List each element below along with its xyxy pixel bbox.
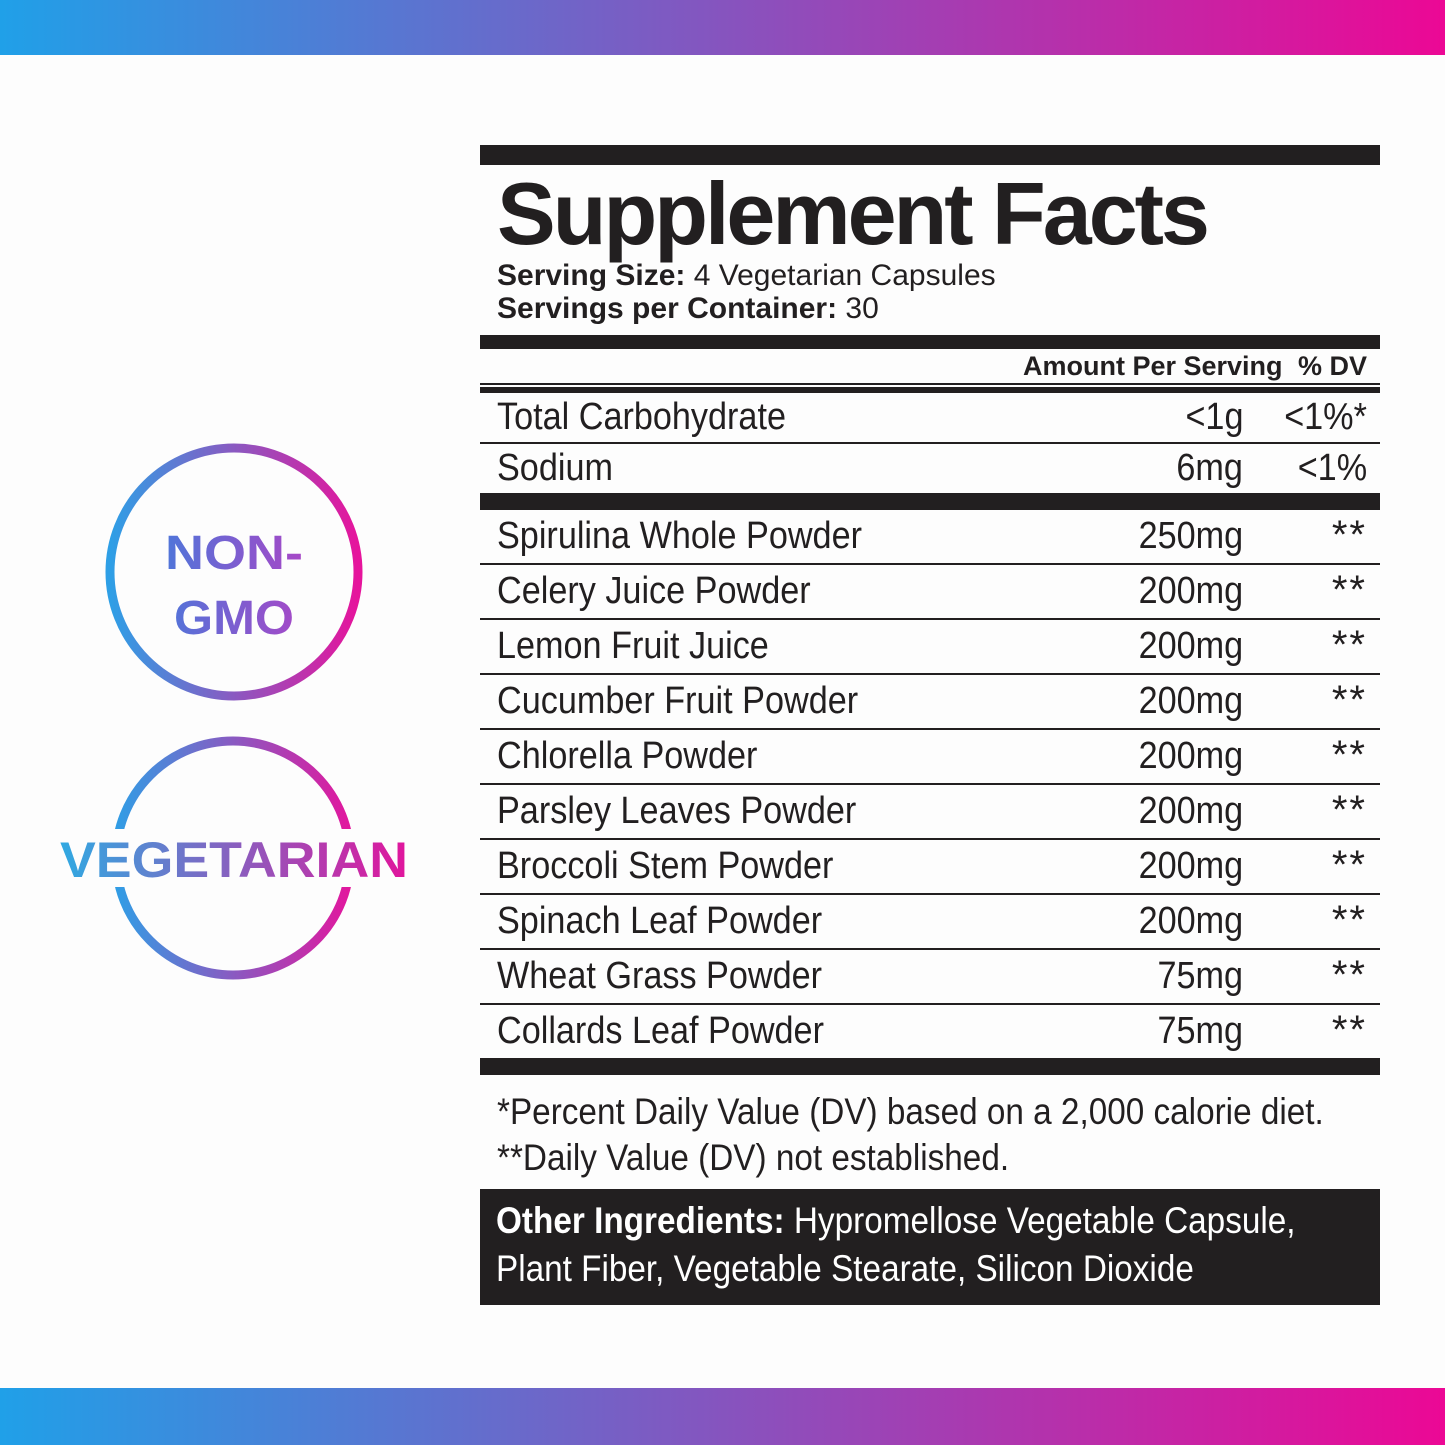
ingredient-dv: ** bbox=[1331, 788, 1367, 832]
ingredient-amount: 75mg bbox=[1157, 1010, 1243, 1052]
ingredient-name: Spirulina Whole Powder bbox=[497, 515, 862, 557]
footnote-top-rule bbox=[480, 1060, 1380, 1075]
header-bottom-rule bbox=[480, 383, 1380, 393]
table-row: Sodium 6mg <1% bbox=[480, 444, 1380, 495]
top-gradient-band bbox=[0, 0, 1445, 55]
dv-header: % DV bbox=[1297, 350, 1367, 381]
header-top-rule bbox=[480, 335, 1380, 349]
ingredient-name: Spinach Leaf Powder bbox=[497, 900, 823, 942]
servings-value: 30 bbox=[845, 292, 879, 325]
non-gmo-circle-icon: NON- GMO bbox=[105, 443, 363, 701]
table-row: Cucumber Fruit Powder 200mg ** bbox=[480, 675, 1380, 730]
footnotes: *Percent Daily Value (DV) based on a 2,0… bbox=[480, 1075, 1380, 1181]
ingredient-amount: 200mg bbox=[1138, 900, 1243, 942]
ingredient-amount: 200mg bbox=[1138, 625, 1243, 667]
ingredient-dv: ** bbox=[1331, 568, 1367, 612]
ingredient-amount: 200mg bbox=[1138, 845, 1243, 887]
other-ingredients-value: Hypromellose Vegetable Capsule, Plant Fi… bbox=[496, 1200, 1296, 1289]
table-row: Spirulina Whole Powder 250mg ** bbox=[480, 510, 1380, 565]
ingredient-dv: ** bbox=[1331, 898, 1367, 942]
footnote-dv-not-established: **Daily Value (DV) not established. bbox=[497, 1137, 1010, 1178]
ingredient-name: Cucumber Fruit Powder bbox=[497, 680, 859, 722]
ingredient-name: Broccoli Stem Powder bbox=[497, 845, 834, 887]
table-row: Total Carbohydrate <1g <1%* bbox=[480, 393, 1380, 444]
vegetarian-circle-icon: VEGETARIAN bbox=[58, 736, 410, 980]
serving-size-label: Serving Size: bbox=[497, 259, 686, 292]
serving-size-value: 4 Vegetarian Capsules bbox=[693, 259, 996, 292]
bottom-gradient-band bbox=[0, 1388, 1445, 1445]
ingredient-dv: ** bbox=[1331, 678, 1367, 722]
ingredient-dv: ** bbox=[1331, 953, 1367, 997]
nutrient-amount: 6mg bbox=[1176, 447, 1243, 489]
ingredient-amount: 200mg bbox=[1138, 790, 1243, 832]
table-row: Celery Juice Powder 200mg ** bbox=[480, 565, 1380, 620]
panel-top-rule bbox=[480, 145, 1380, 165]
ingredient-dv: ** bbox=[1331, 733, 1367, 777]
nutrient-dv: <1% bbox=[1297, 447, 1367, 489]
ingredient-dv: ** bbox=[1331, 1008, 1367, 1052]
nutrient-name: Total Carbohydrate bbox=[497, 396, 786, 438]
table-row: Spinach Leaf Powder 200mg ** bbox=[480, 895, 1380, 950]
ingredient-dv: ** bbox=[1331, 843, 1367, 887]
vegetarian-badge: VEGETARIAN bbox=[58, 734, 410, 989]
other-ingredients-box: Other Ingredients: Hypromellose Vegetabl… bbox=[480, 1189, 1380, 1305]
footnote-daily-value: *Percent Daily Value (DV) based on a 2,0… bbox=[497, 1091, 1324, 1132]
non-gmo-badge-line1: NON- bbox=[165, 527, 303, 580]
table-row: Wheat Grass Powder 75mg ** bbox=[480, 950, 1380, 1005]
ingredient-name: Parsley Leaves Powder bbox=[497, 790, 857, 832]
ingredient-name: Celery Juice Powder bbox=[497, 570, 811, 612]
table-row: Broccoli Stem Powder 200mg ** bbox=[480, 840, 1380, 895]
ingredient-amount: 200mg bbox=[1138, 680, 1243, 722]
servings-label: Servings per Container: bbox=[497, 292, 838, 325]
table-row: Lemon Fruit Juice 200mg ** bbox=[480, 620, 1380, 675]
ingredient-dv: ** bbox=[1331, 623, 1367, 667]
table-row: Collards Leaf Powder 75mg ** bbox=[480, 1005, 1380, 1060]
table-row: Chlorella Powder 200mg ** bbox=[480, 730, 1380, 785]
section-divider-rule bbox=[480, 495, 1380, 510]
ingredient-amount: 250mg bbox=[1138, 515, 1243, 557]
non-gmo-badge-line2: GMO bbox=[174, 592, 294, 645]
ingredient-amount: 200mg bbox=[1138, 735, 1243, 777]
ingredient-dv: ** bbox=[1331, 513, 1367, 557]
ingredient-name: Lemon Fruit Juice bbox=[497, 625, 769, 667]
other-ingredients-text: Other Ingredients: Hypromellose Vegetabl… bbox=[496, 1197, 1363, 1293]
servings-per-container-line: Servings per Container: 30 bbox=[497, 292, 1380, 325]
nutrient-amount: <1g bbox=[1184, 396, 1243, 438]
amount-per-serving-header: Amount Per Serving bbox=[1023, 350, 1283, 381]
ingredient-name: Collards Leaf Powder bbox=[497, 1010, 824, 1052]
ingredient-name: Chlorella Powder bbox=[497, 735, 758, 777]
table-row: Parsley Leaves Powder 200mg ** bbox=[480, 785, 1380, 840]
nutrient-name: Sodium bbox=[497, 447, 613, 489]
supplement-facts-panel: Supplement Facts Serving Size: 4 Vegetar… bbox=[480, 145, 1380, 1305]
ingredient-amount: 200mg bbox=[1138, 570, 1243, 612]
ingredient-amount: 75mg bbox=[1157, 955, 1243, 997]
ingredient-name: Wheat Grass Powder bbox=[497, 955, 823, 997]
serving-size-line: Serving Size: 4 Vegetarian Capsules bbox=[497, 259, 1380, 292]
other-ingredients-label: Other Ingredients: bbox=[496, 1200, 785, 1241]
panel-title: Supplement Facts bbox=[497, 164, 1210, 263]
nutrient-dv: <1%* bbox=[1284, 396, 1367, 438]
column-header-row: Amount Per Serving % DV bbox=[480, 349, 1380, 383]
vegetarian-badge-label: VEGETARIAN bbox=[60, 832, 408, 888]
non-gmo-badge: NON- GMO bbox=[105, 443, 363, 706]
